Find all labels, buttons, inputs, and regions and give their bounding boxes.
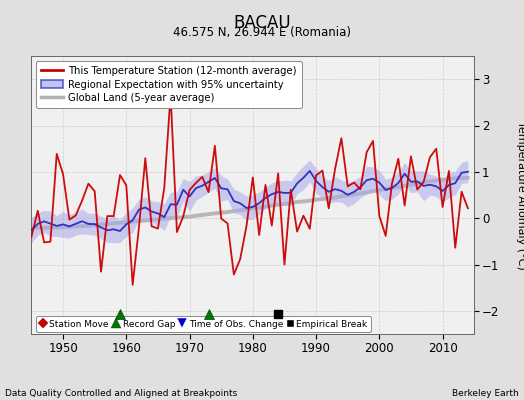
Text: BACAU: BACAU — [233, 14, 291, 32]
Y-axis label: Temperature Anomaly (°C): Temperature Anomaly (°C) — [516, 121, 524, 269]
Text: Data Quality Controlled and Aligned at Breakpoints: Data Quality Controlled and Aligned at B… — [5, 389, 237, 398]
Text: 46.575 N, 26.944 E (Romania): 46.575 N, 26.944 E (Romania) — [173, 26, 351, 39]
Text: Berkeley Earth: Berkeley Earth — [452, 389, 519, 398]
Legend: Station Move, Record Gap, Time of Obs. Change, Empirical Break: Station Move, Record Gap, Time of Obs. C… — [36, 316, 371, 332]
